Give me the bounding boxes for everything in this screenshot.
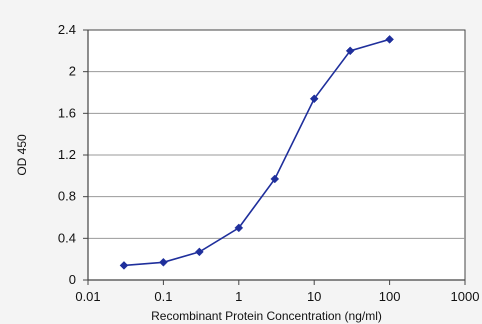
x-axis-title: Recombinant Protein Concentration (ng/ml…: [151, 309, 382, 323]
y-tick-label-1: 0.4: [58, 230, 76, 245]
x-tick-label-3: 10: [307, 289, 321, 304]
data-point-6: [345, 46, 355, 56]
data-point-7: [385, 35, 394, 44]
series-line-0: [123, 38, 390, 267]
data-point-2: [195, 247, 204, 257]
y-tick-label-0: 0: [69, 272, 76, 287]
x-tick-label-0: 0.01: [75, 289, 100, 304]
series: [119, 35, 394, 270]
data-point-1: [159, 257, 168, 267]
data-point-4: [270, 174, 280, 184]
gridlines: [88, 71, 465, 239]
y-tick-label-4: 1.6: [58, 105, 76, 120]
x-tick-label-2: 1: [235, 289, 242, 304]
tick-labels: 0 0.4 0.8 1.2 1.6 2 2.4 0.01 0.1 1 10 100 1000: [58, 22, 480, 304]
x-tick-label-5: 1000: [451, 289, 480, 304]
data-point-3: [234, 223, 244, 233]
y-axis-title: OD 450: [15, 134, 29, 176]
y-tick-label-2: 0.8: [58, 189, 76, 204]
x-tick-label-1: 0.1: [154, 289, 172, 304]
data-point-0: [119, 261, 129, 270]
y-tick-label-5: 2: [69, 64, 76, 79]
y-tick-label-6: 2.4: [58, 22, 76, 37]
x-tick-label-4: 100: [379, 289, 401, 304]
y-tick-label-3: 1.2: [58, 147, 76, 162]
data-point-5: [309, 94, 319, 104]
